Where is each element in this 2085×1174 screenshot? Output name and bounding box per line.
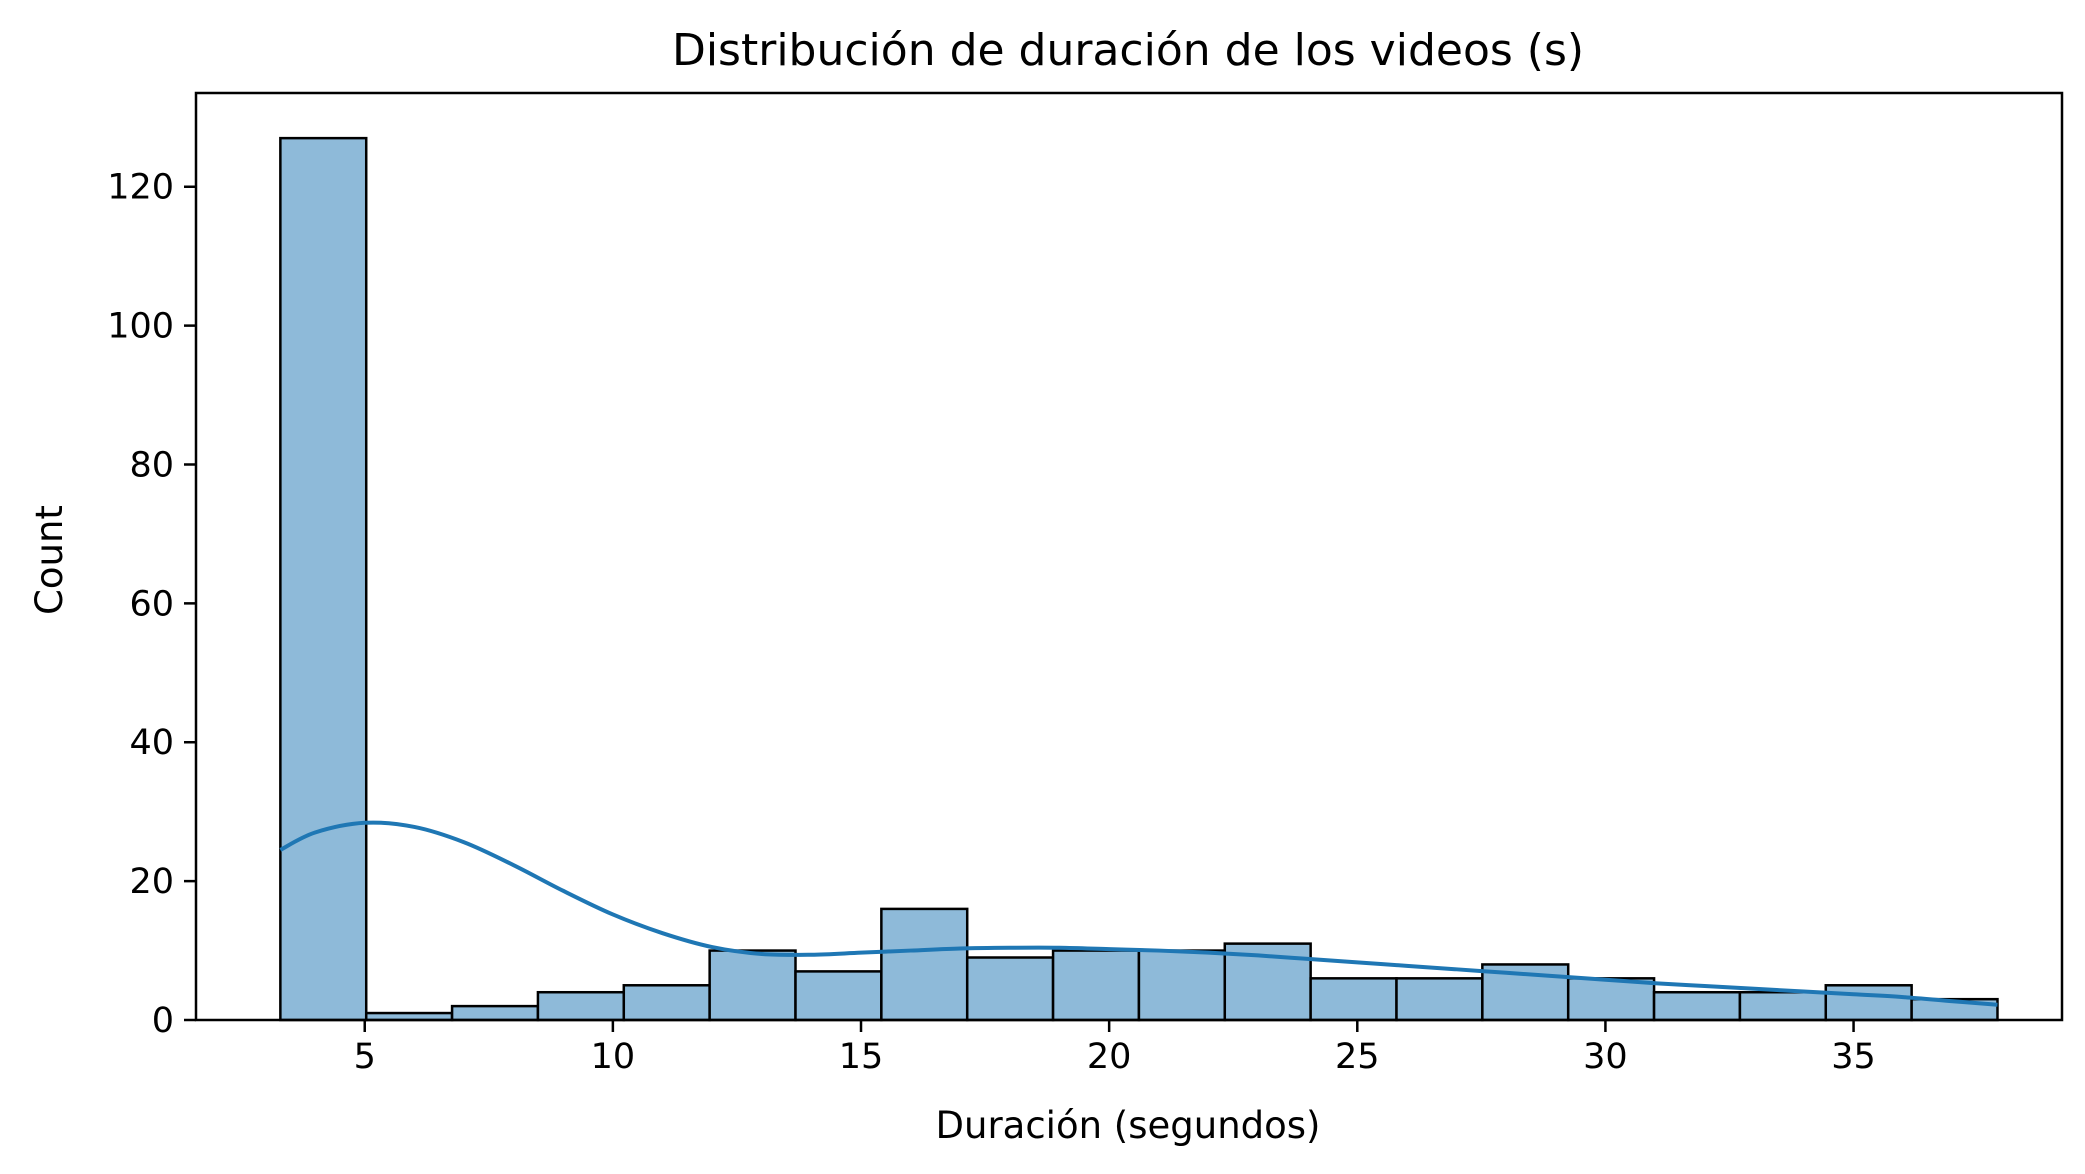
x-tick-label: 25 (1335, 1037, 1380, 1077)
histogram-bar (1309, 977, 1398, 1022)
histogram-bar (536, 990, 626, 1022)
histogram-bar (1395, 977, 1484, 1022)
histogram-bar (279, 136, 368, 1022)
x-tick-label: 20 (1087, 1037, 1132, 1077)
histogram-bar (1051, 949, 1141, 1022)
histogram-bar (1824, 984, 1913, 1022)
x-axis-ticks: 5 10 15 20 25 30 35 (354, 1020, 1876, 1077)
y-tick-label: 60 (129, 584, 174, 624)
y-tick-label: 120 (107, 168, 174, 208)
plot-frame (194, 91, 2064, 1022)
histogram-bar (1566, 977, 1656, 1022)
y-tick-label: 40 (129, 723, 174, 763)
histogram-bar (622, 984, 711, 1022)
x-tick-label: 35 (1831, 1037, 1876, 1077)
histogram-bar (1738, 990, 1828, 1022)
histogram-bar (880, 907, 969, 1022)
x-tick-label: 5 (354, 1037, 376, 1077)
x-tick-label: 15 (839, 1037, 884, 1077)
bars-layer (279, 136, 1999, 1022)
y-tick-label: 100 (107, 307, 174, 347)
y-tick-label: 80 (129, 445, 174, 485)
histogram-bar (1137, 949, 1227, 1022)
y-tick-label: 0 (152, 1001, 174, 1041)
y-axis-ticks: 0 20 40 60 80 100 120 (107, 168, 196, 1041)
histogram-bar (1652, 990, 1742, 1022)
kde-line (279, 820, 1998, 1007)
histogram-bar (794, 970, 883, 1022)
histogram-bar (450, 1004, 540, 1022)
x-tick-label: 10 (591, 1037, 636, 1077)
x-axis-label: Duración (segundos) (936, 1104, 1321, 1147)
y-axis-label: Count (28, 505, 71, 615)
histogram-bar (965, 956, 1055, 1022)
histogram-bar (708, 949, 797, 1022)
x-tick-label: 30 (1583, 1037, 1628, 1077)
y-tick-label: 20 (129, 862, 174, 902)
chart-title: Distribución de duración de los videos (… (672, 25, 1584, 76)
